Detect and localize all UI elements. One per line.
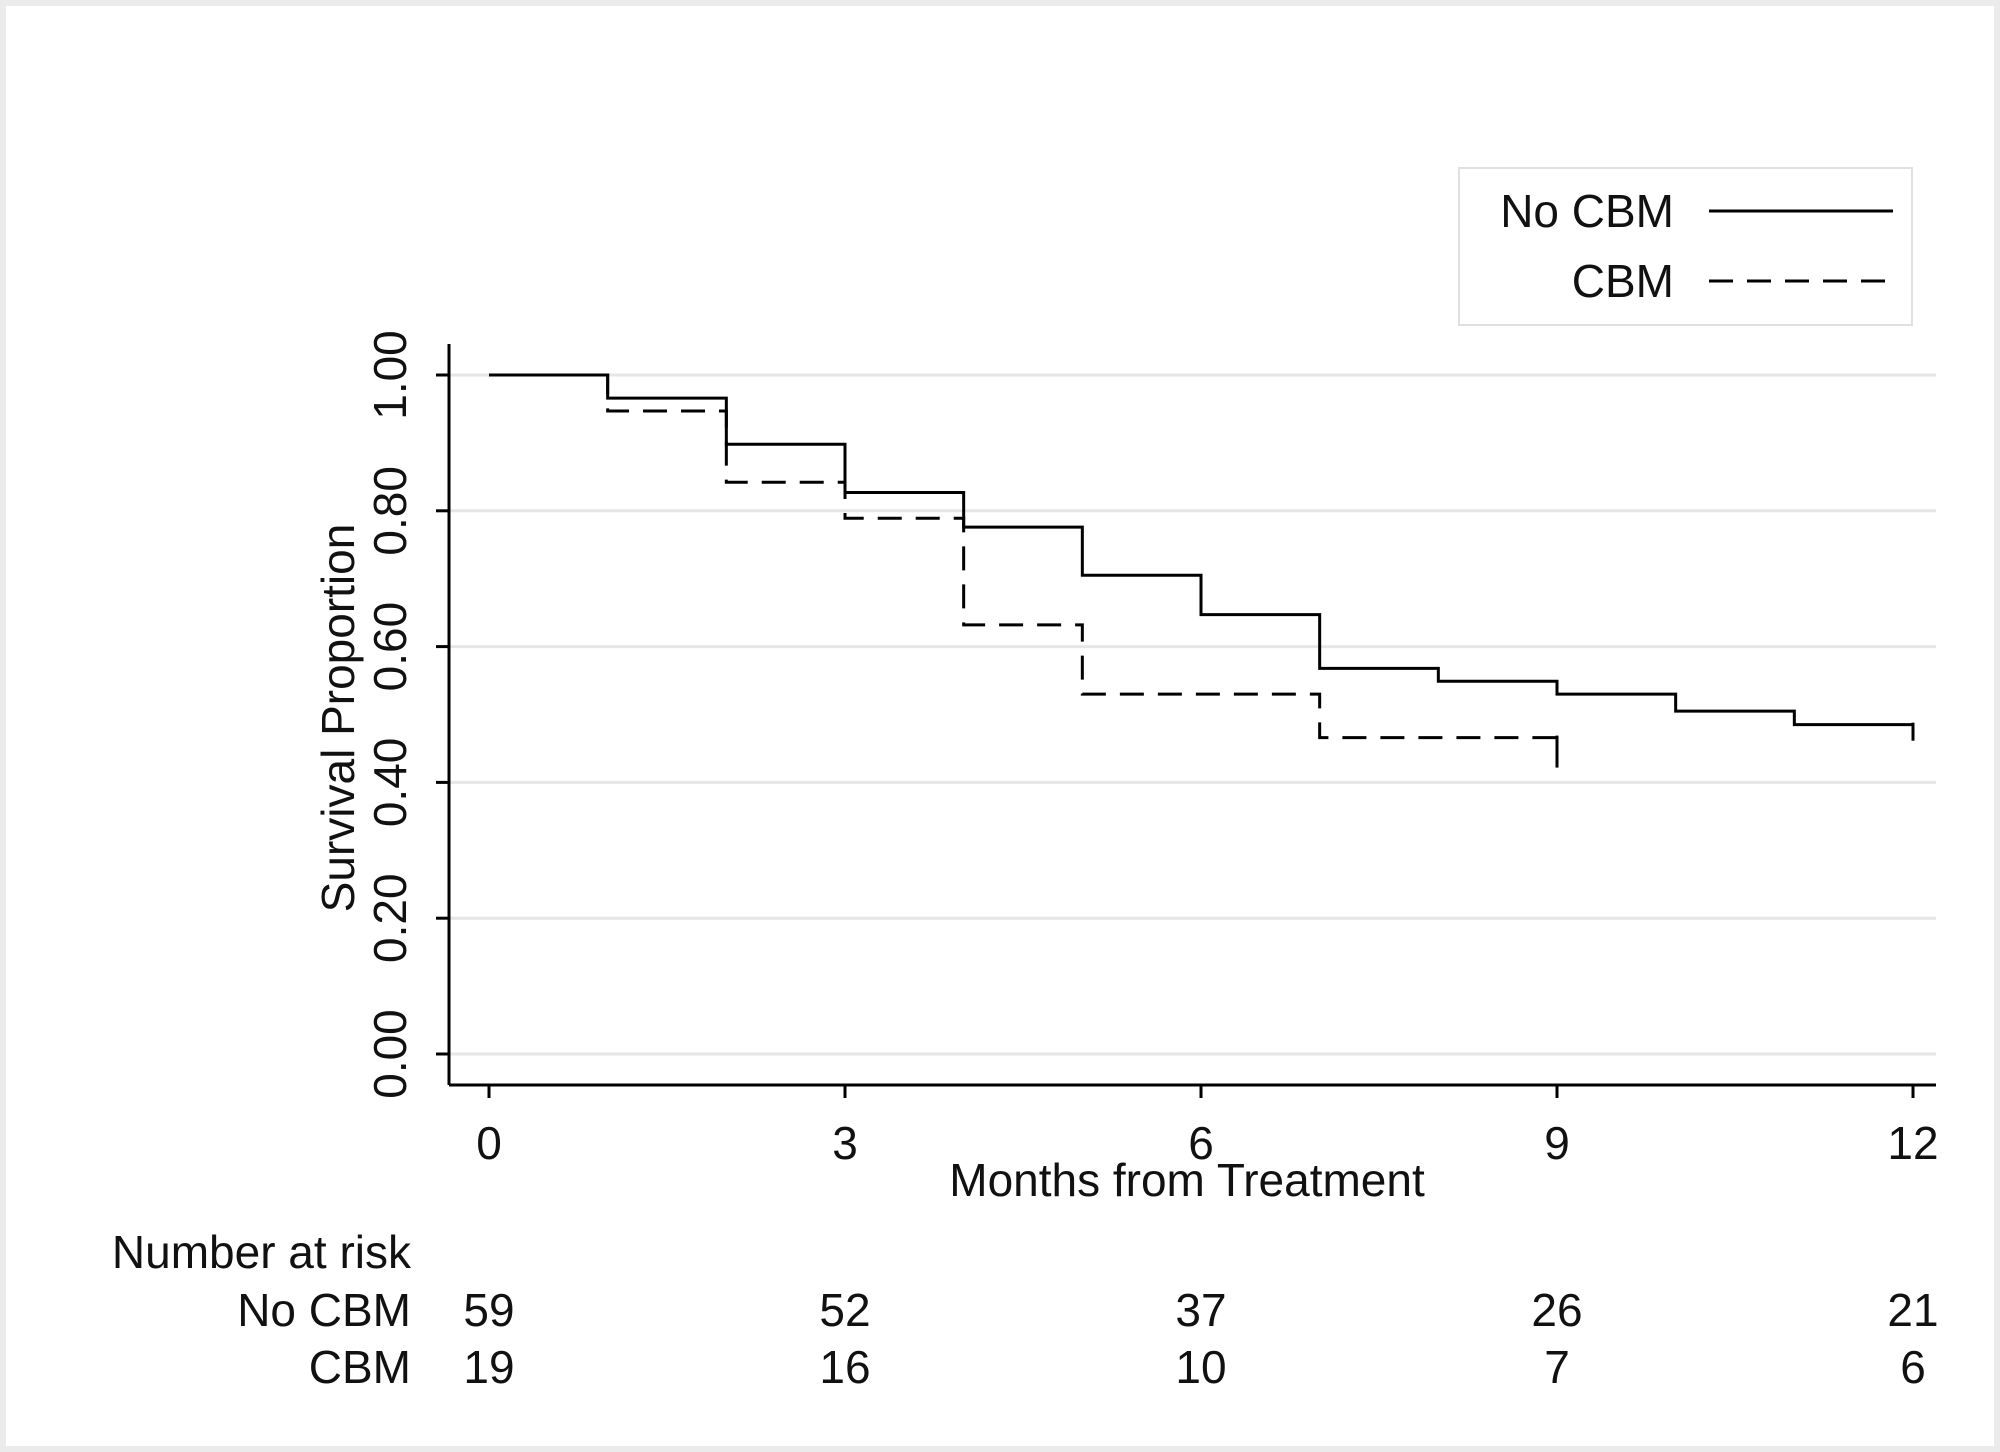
series-line-no-cbm <box>489 373 1913 727</box>
x-tick-label-1: 3 <box>832 1117 858 1169</box>
x-axis-label: Months from Treatment <box>949 1154 1425 1206</box>
risk-row-label-no-cbm: No CBM <box>237 1284 411 1336</box>
x-tick-label-4: 12 <box>1887 1117 1938 1169</box>
gridlines <box>449 373 1936 1056</box>
risk-table-title: Number at risk <box>112 1226 412 1278</box>
risk-value-1-2: 10 <box>1175 1341 1226 1393</box>
x-tick-label-2: 6 <box>1188 1117 1214 1169</box>
risk-value-0-4: 21 <box>1887 1284 1938 1336</box>
x-tick-labels: 0 3 6 9 12 <box>476 1085 1939 1169</box>
risk-table: Number at risk No CBM CBM 59 52 37 26 21 19 16… <box>112 1226 1939 1393</box>
axes <box>447 344 1936 1087</box>
chart-frame: 0.00 0.20 0.40 0.60 0.80 1.00 0 3 6 9 12 Survival… <box>6 6 1994 1446</box>
legend: No CBM CBM <box>1458 167 1913 326</box>
risk-value-1-0: 19 <box>463 1341 514 1393</box>
legend-label-no-cbm: No CBM <box>1500 185 1674 237</box>
y-tick-label-0: 0.00 <box>364 1009 416 1099</box>
y-tick-labels: 0.00 0.20 0.40 0.60 0.80 1.00 <box>364 330 449 1099</box>
legend-label-cbm: CBM <box>1572 255 1674 307</box>
risk-value-1-1: 16 <box>819 1341 870 1393</box>
y-axis-label: Survival Proportion <box>312 524 364 913</box>
risk-value-1-4: 6 <box>1900 1341 1926 1393</box>
y-tick-label-2: 0.40 <box>364 738 416 828</box>
y-tick-label-5: 1.00 <box>364 330 416 420</box>
risk-value-0-3: 26 <box>1531 1284 1582 1336</box>
risk-row-label-cbm: CBM <box>309 1341 411 1393</box>
series-line-cbm <box>489 373 1557 740</box>
x-tick-label-0: 0 <box>476 1117 502 1169</box>
y-tick-label-1: 0.20 <box>364 873 416 963</box>
y-tick-label-4: 0.80 <box>364 466 416 556</box>
y-tick-label-3: 0.60 <box>364 602 416 692</box>
series-lines <box>489 373 1915 768</box>
legend-box <box>1458 167 1913 326</box>
risk-value-0-1: 52 <box>819 1284 870 1336</box>
risk-value-1-3: 7 <box>1544 1341 1570 1393</box>
risk-values: 59 52 37 26 21 19 16 10 7 6 <box>463 1284 1938 1393</box>
risk-value-0-0: 59 <box>463 1284 514 1336</box>
risk-value-0-2: 37 <box>1175 1284 1226 1336</box>
x-tick-label-3: 9 <box>1544 1117 1570 1169</box>
survival-chart: 0.00 0.20 0.40 0.60 0.80 1.00 0 3 6 9 12 Survival… <box>112 167 1939 1393</box>
